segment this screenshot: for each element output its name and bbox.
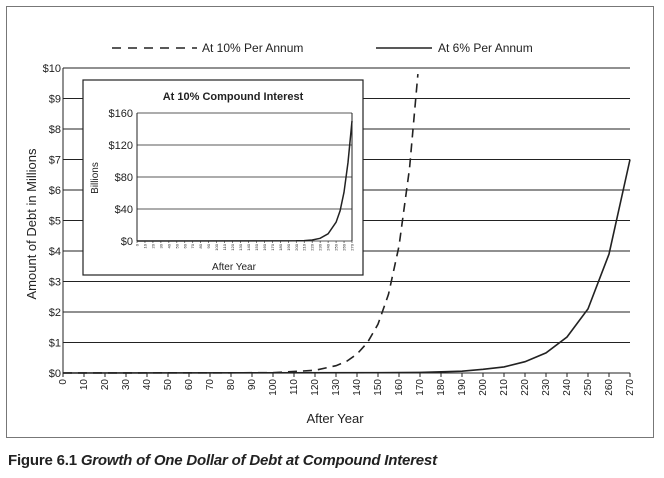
- main-x-tick-label: 260: [604, 379, 615, 396]
- main-y-tick-label: $2: [49, 307, 61, 319]
- main-x-tick-label: 100: [268, 379, 279, 396]
- main-x-tick-label: 0: [58, 379, 69, 385]
- main-x-tick-label: 210: [499, 379, 510, 396]
- main-x-tick-label: 120: [310, 379, 321, 396]
- inset-x-tick-label: 220: [310, 243, 315, 250]
- inset-y-tick-label: $160: [109, 108, 133, 120]
- main-y-tick-label: $4: [49, 246, 61, 258]
- inset-x-tick-label: 190: [286, 243, 291, 250]
- inset-x-tick-label: 0: [135, 243, 140, 246]
- inset-x-tick-label: 250: [334, 243, 339, 250]
- main-y-tick-label: $6: [49, 185, 61, 197]
- inset-x-tick-label: 90: [206, 243, 211, 248]
- inset-x-tick-label: 70: [190, 243, 195, 248]
- main-y-tick-label: $1: [49, 338, 61, 350]
- inset-x-tick-label: 270: [350, 243, 355, 250]
- inset-x-tick-label: 80: [198, 243, 203, 248]
- legend-dashed-label: At 10% Per Annum: [202, 41, 303, 55]
- legend-solid-label: At 6% Per Annum: [438, 41, 533, 55]
- inset-x-tick-label: 130: [238, 243, 243, 250]
- inset-x-tick-label: 30: [158, 243, 163, 248]
- main-x-tick-label: 190: [457, 379, 468, 396]
- inset-y-tick-label: $40: [115, 204, 133, 216]
- main-x-tick-label: 10: [79, 379, 90, 391]
- main-x-tick-label: 150: [373, 379, 384, 396]
- main-y-tick-label: $0: [49, 368, 61, 380]
- caption-label: Figure 6.1: [8, 452, 77, 469]
- main-x-tick-label: 90: [247, 379, 258, 391]
- inset-x-tick-label: 100: [214, 243, 219, 250]
- main-y-tick-label: $9: [49, 94, 61, 106]
- figure-caption: Figure 6.1 Growth of One Dollar of Debt …: [8, 452, 437, 469]
- inset-y-tick-label: $120: [109, 140, 133, 152]
- main-x-tick-label: 160: [394, 379, 405, 396]
- main-y-tick-label: $7: [49, 155, 61, 167]
- main-x-tick-label: 60: [184, 379, 195, 391]
- inset-x-tick-label: 50: [174, 243, 179, 248]
- caption-title: Growth of One Dollar of Debt at Compound…: [80, 452, 437, 469]
- inset-x-tick-label: 10: [142, 243, 147, 248]
- main-x-tick-label: 170: [415, 379, 426, 396]
- main-x-tick-label: 50: [163, 379, 174, 391]
- inset-x-tick-label: 140: [246, 243, 251, 250]
- inset-x-tick-label: 40: [166, 243, 171, 248]
- main-y-tick-label: $3: [49, 277, 61, 289]
- main-x-tick-label: 140: [352, 379, 363, 396]
- inset-x-tick-label: 230: [318, 243, 323, 250]
- inset-x-tick-label: 260: [342, 243, 347, 250]
- inset-x-tick-label: 150: [254, 243, 259, 250]
- main-x-tick-label: 240: [562, 379, 573, 396]
- main-x-tick-label: 180: [436, 379, 447, 396]
- main-x-tick-label: 270: [625, 379, 636, 396]
- inset-x-tick-label: 20: [150, 243, 155, 248]
- inset-x-tick-label: 180: [278, 243, 283, 250]
- inset-x-tick-label: 120: [230, 243, 235, 250]
- main-x-tick-label: 40: [142, 379, 153, 391]
- main-x-axis-label: After Year: [306, 411, 364, 426]
- series-line-6-percent: [62, 159, 631, 374]
- inset-x-tick-label: 160: [262, 243, 267, 250]
- series-line-10-percent: [62, 74, 419, 374]
- inset-x-tick-label: 240: [326, 243, 331, 250]
- main-y-tick-label: $10: [43, 63, 61, 75]
- main-x-tick-label: 230: [541, 379, 552, 396]
- main-x-tick-label: 130: [331, 379, 342, 396]
- main-x-tick-label: 220: [520, 379, 531, 396]
- main-y-tick-label: $5: [49, 216, 61, 228]
- inset-frame: [82, 79, 364, 276]
- inset-title: At 10% Compound Interest: [163, 91, 304, 103]
- main-x-tick-label: 70: [205, 379, 216, 391]
- main-x-tick-label: 20: [100, 379, 111, 391]
- inset-y-tick-label: $80: [115, 172, 133, 184]
- figure-frame: [6, 6, 654, 438]
- main-y-axis-label: Amount of Debt in Millions: [24, 148, 39, 300]
- inset-x-tick-label: 110: [222, 243, 227, 250]
- inset-x-tick-label: 60: [182, 243, 187, 248]
- main-y-tick-label: $8: [49, 124, 61, 136]
- inset-x-tick-label: 170: [270, 243, 275, 250]
- inset-y-tick-label: $0: [121, 236, 133, 248]
- inset-series-line: [136, 120, 353, 242]
- inset-x-tick-label: 210: [302, 243, 307, 250]
- inset-x-axis-label: After Year: [212, 262, 257, 273]
- main-x-tick-label: 30: [121, 379, 132, 391]
- main-x-tick-label: 200: [478, 379, 489, 396]
- main-x-tick-label: 110: [289, 379, 300, 395]
- main-x-tick-label: 80: [226, 379, 237, 391]
- main-x-tick-label: 250: [583, 379, 594, 396]
- inset-y-axis-label: Billions: [90, 162, 101, 194]
- inset-x-tick-label: 200: [294, 243, 299, 250]
